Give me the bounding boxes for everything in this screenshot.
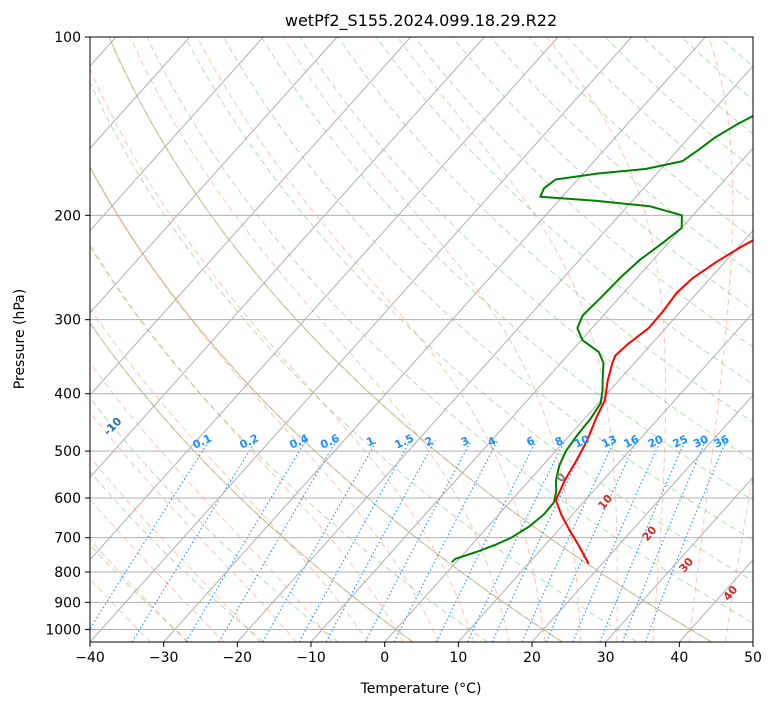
- moist-adiabat-line: [90, 307, 369, 642]
- x-tick-label: 50: [744, 650, 762, 666]
- mixing-ratio-line: [131, 440, 257, 642]
- isotherm-gridline: [90, 37, 191, 150]
- x-tick-label: −10: [296, 650, 326, 666]
- moist-adiabat-line: [282, 37, 582, 642]
- dry-adiabat-line: [146, 37, 753, 624]
- isobar-grid: [90, 37, 753, 630]
- dry-adiabat-line: [90, 396, 339, 642]
- x-axis: −40 −30 −20 −10 0 10 20 30 40 50: [75, 642, 762, 666]
- mixing-ratio-line: [298, 440, 411, 642]
- mixing-ratio-line: [218, 440, 337, 642]
- mixing-ratio-label: 13: [600, 433, 619, 451]
- y-tick-label: 100: [54, 30, 81, 46]
- y-tick-label: 300: [54, 313, 81, 329]
- mixing-ratio-label: 10: [572, 432, 592, 450]
- x-tick-label: 30: [597, 650, 615, 666]
- mixing-ratio-label: 25: [671, 433, 690, 451]
- y-tick-label: 700: [54, 531, 81, 547]
- isotherm-gridline: [90, 37, 264, 232]
- y-tick-label: 600: [54, 491, 81, 507]
- moist-adiabat-line: [725, 472, 753, 642]
- isotherm-gridline: [90, 37, 559, 561]
- y-axis: 100 200 300 400 500 600 700 800 900 1000: [45, 30, 90, 638]
- x-tick-label: −20: [223, 650, 253, 666]
- plot-frame: [89, 36, 754, 643]
- isotherm-gridline: [457, 312, 753, 642]
- moist-adiabat-line: [90, 362, 333, 642]
- moist-adiabat-line: [129, 37, 510, 642]
- dry-adiabat-line: [452, 37, 753, 311]
- mixing-ratio-label: 20: [646, 432, 666, 450]
- moist-adiabat-line: [90, 456, 261, 642]
- x-tick-label: −30: [149, 650, 179, 666]
- chart-title: wetPf2_S155.2024.099.18.29.R22: [285, 11, 557, 31]
- y-tick-label: 800: [54, 565, 81, 581]
- dry-adiabat-line: [90, 544, 190, 642]
- y-tick-label: 400: [54, 387, 81, 403]
- moist-adiabat-line: [90, 411, 297, 642]
- mixing-ratio-line: [545, 440, 638, 642]
- mixing-ratio-label: 16: [622, 432, 642, 450]
- dry-adiabat-line: [375, 37, 753, 385]
- y-tick-label: 500: [54, 444, 81, 460]
- profile-series: [451, 114, 753, 565]
- mixing-ratio-line: [185, 440, 307, 642]
- isotherm-gridline: [90, 37, 338, 314]
- x-axis-label: Temperature (°C): [360, 681, 482, 697]
- isotherm-gridline: [236, 65, 753, 642]
- mixing-ratio-line: [572, 440, 662, 642]
- mixing-ratio-line: [90, 440, 210, 630]
- mixing-ratio-label: 36: [712, 432, 732, 450]
- moist-adiabat-line: [90, 67, 475, 642]
- isotherm-gridline: [531, 394, 753, 642]
- moist-adiabat-line: [688, 37, 734, 642]
- isotherm-gridline: [605, 476, 753, 642]
- x-tick-label: 40: [670, 650, 688, 666]
- mixing-ratio-line: [435, 440, 537, 642]
- mixing-ratio-line: [599, 440, 686, 642]
- x-tick-label: 0: [380, 650, 389, 666]
- y-tick-label: 900: [54, 595, 81, 611]
- y-tick-label: 200: [54, 208, 81, 224]
- mixing-ratio-line: [262, 440, 378, 642]
- dewpoint-profile-line: [451, 114, 753, 563]
- x-tick-label: 20: [523, 650, 541, 666]
- dry-adiabat-reference-line: [90, 165, 563, 642]
- dry-adiabat-line: [90, 245, 488, 642]
- dry-adiabat-line: [90, 470, 264, 642]
- mixing-ratio-lines: [90, 440, 727, 642]
- isotherm-gridline: [90, 37, 412, 396]
- moist-adiabat-line: [546, 37, 667, 642]
- mixing-ratio-label: 30: [691, 432, 711, 450]
- isotherm-gridline: [90, 37, 485, 479]
- isotherm-gridline: [90, 37, 633, 642]
- x-tick-label: 10: [449, 650, 467, 666]
- dry-adiabat-line: [413, 37, 753, 348]
- moist-adiabat-line: [90, 243, 404, 642]
- moist-adiabat-line: [196, 37, 546, 642]
- skewed-isotherm-grid: [90, 37, 753, 642]
- mixing-ratio-line: [325, 440, 436, 642]
- isotherm-gridline: [384, 229, 753, 642]
- temperature-profile-line: [554, 239, 753, 565]
- y-tick-label: 1000: [45, 622, 81, 638]
- mixing-ratio-line: [521, 440, 615, 642]
- y-axis-label: Pressure (hPa): [12, 289, 28, 389]
- isotherm-gridline: [163, 37, 706, 642]
- x-tick-label: −40: [75, 650, 105, 666]
